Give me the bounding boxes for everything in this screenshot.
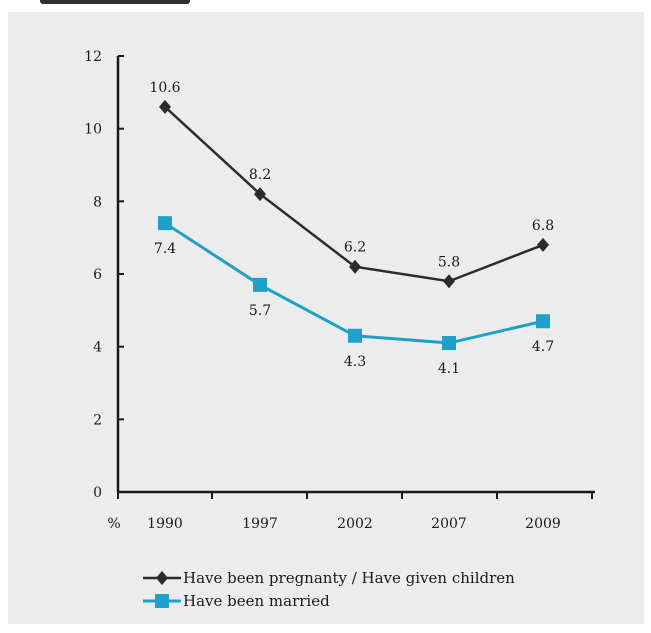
x-tick-label: 2009 bbox=[525, 516, 561, 532]
data-label: 4.3 bbox=[344, 354, 366, 370]
x-tick-label: 2002 bbox=[337, 516, 373, 532]
y-tick-label: 8 bbox=[93, 194, 102, 210]
data-label: 6.2 bbox=[344, 240, 366, 256]
y-tick-label: 2 bbox=[93, 412, 102, 428]
data-label: 10.6 bbox=[149, 80, 180, 96]
y-tick-label: 0 bbox=[93, 485, 102, 501]
cropped-heading-fragment bbox=[0, 0, 651, 10]
data-label: 4.1 bbox=[438, 361, 460, 377]
cropped-heading-shape bbox=[40, 0, 190, 4]
data-point-square bbox=[253, 277, 267, 292]
data-point-diamond bbox=[159, 99, 171, 114]
legend-square-marker bbox=[155, 594, 169, 608]
data-label: 5.8 bbox=[438, 254, 460, 270]
data-point-square bbox=[442, 336, 456, 351]
y-tick-label: 10 bbox=[84, 122, 102, 138]
data-point-square bbox=[348, 328, 362, 343]
x-tick-label: 1997 bbox=[242, 516, 278, 532]
y-tick-label: 6 bbox=[93, 267, 102, 283]
data-point-diamond bbox=[349, 259, 361, 274]
data-label: 5.7 bbox=[249, 303, 271, 319]
x-tick-label: 1990 bbox=[147, 516, 183, 532]
x-tick-label: 2007 bbox=[431, 516, 467, 532]
data-label: 4.7 bbox=[532, 339, 554, 355]
data-label: 7.4 bbox=[154, 241, 176, 257]
data-label: 8.2 bbox=[249, 167, 271, 183]
data-point-diamond bbox=[537, 237, 549, 252]
data-point-diamond bbox=[443, 274, 455, 289]
legend-label: Have been pregnanty / Have given childre… bbox=[183, 569, 515, 587]
data-label: 6.8 bbox=[532, 218, 554, 234]
y-unit-label: % bbox=[107, 516, 120, 532]
data-point-square bbox=[158, 216, 172, 231]
y-tick-label: 4 bbox=[93, 340, 102, 356]
legend-diamond-marker bbox=[156, 571, 168, 585]
data-point-square bbox=[536, 314, 550, 329]
y-tick-label: 12 bbox=[84, 49, 102, 65]
legend-label: Have been married bbox=[183, 592, 330, 610]
data-point-diamond bbox=[254, 187, 266, 202]
